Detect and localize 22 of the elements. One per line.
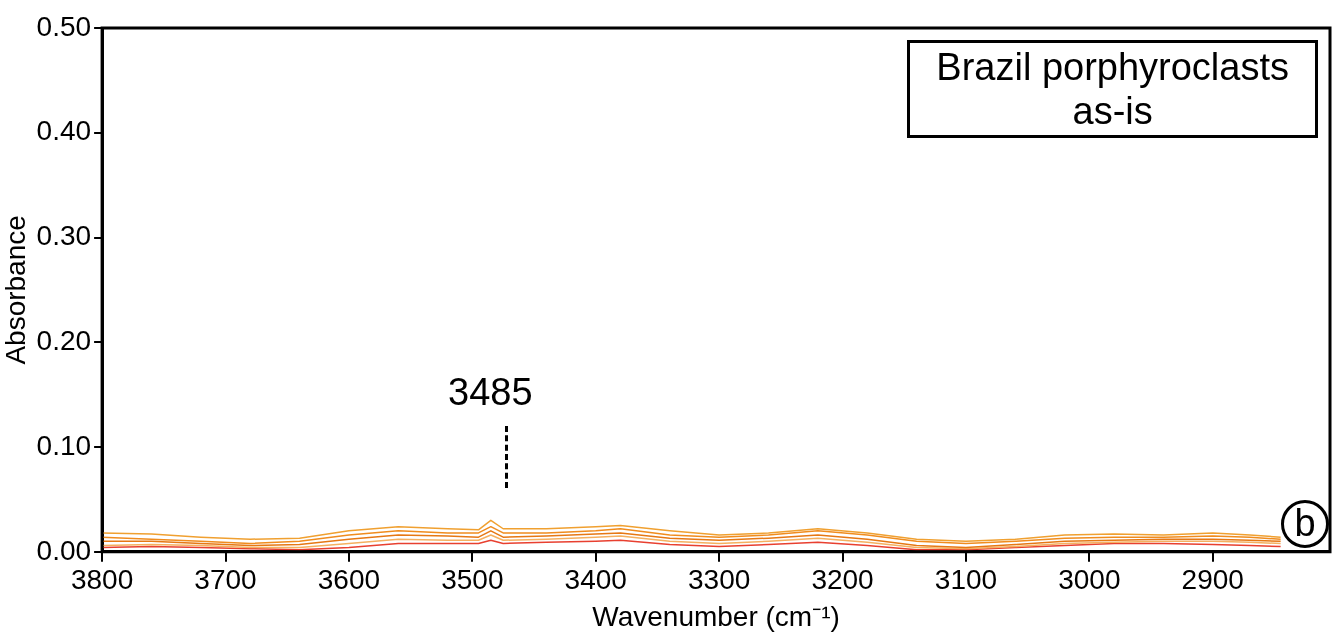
x-tick-label: 3200	[811, 564, 874, 596]
x-axis-title: Wavenumber (cm⁻¹)	[592, 600, 840, 632]
x-tick-label: 3300	[687, 564, 751, 596]
x-tick-label: 3500	[441, 564, 504, 596]
annotation: 3485	[448, 371, 533, 413]
y-tick-label: 0.40	[36, 115, 92, 147]
annotation: b	[1281, 500, 1329, 548]
x-tick-label: 3800	[70, 564, 134, 596]
x-tick-label: 3000	[1058, 564, 1121, 596]
y-tick-label: 0.20	[36, 325, 92, 356]
y-tick-label: 0.10	[36, 429, 92, 461]
y-tick-label: 0.50	[36, 10, 92, 42]
y-tick-label: 0.30	[36, 220, 92, 252]
x-tick-label: 3600	[317, 564, 381, 596]
x-tick-label: 3700	[194, 564, 257, 596]
x-tick-label: 3400	[564, 564, 627, 596]
y-tick-label: 0.00	[36, 534, 92, 566]
x-tick-label: 3100	[934, 564, 998, 596]
text: Brazil porphyroclasts	[936, 45, 1289, 89]
y-axis-title: Absorbance	[0, 215, 31, 365]
x-tick-label: 2900	[1181, 564, 1244, 596]
text: as-is	[1071, 89, 1154, 133]
